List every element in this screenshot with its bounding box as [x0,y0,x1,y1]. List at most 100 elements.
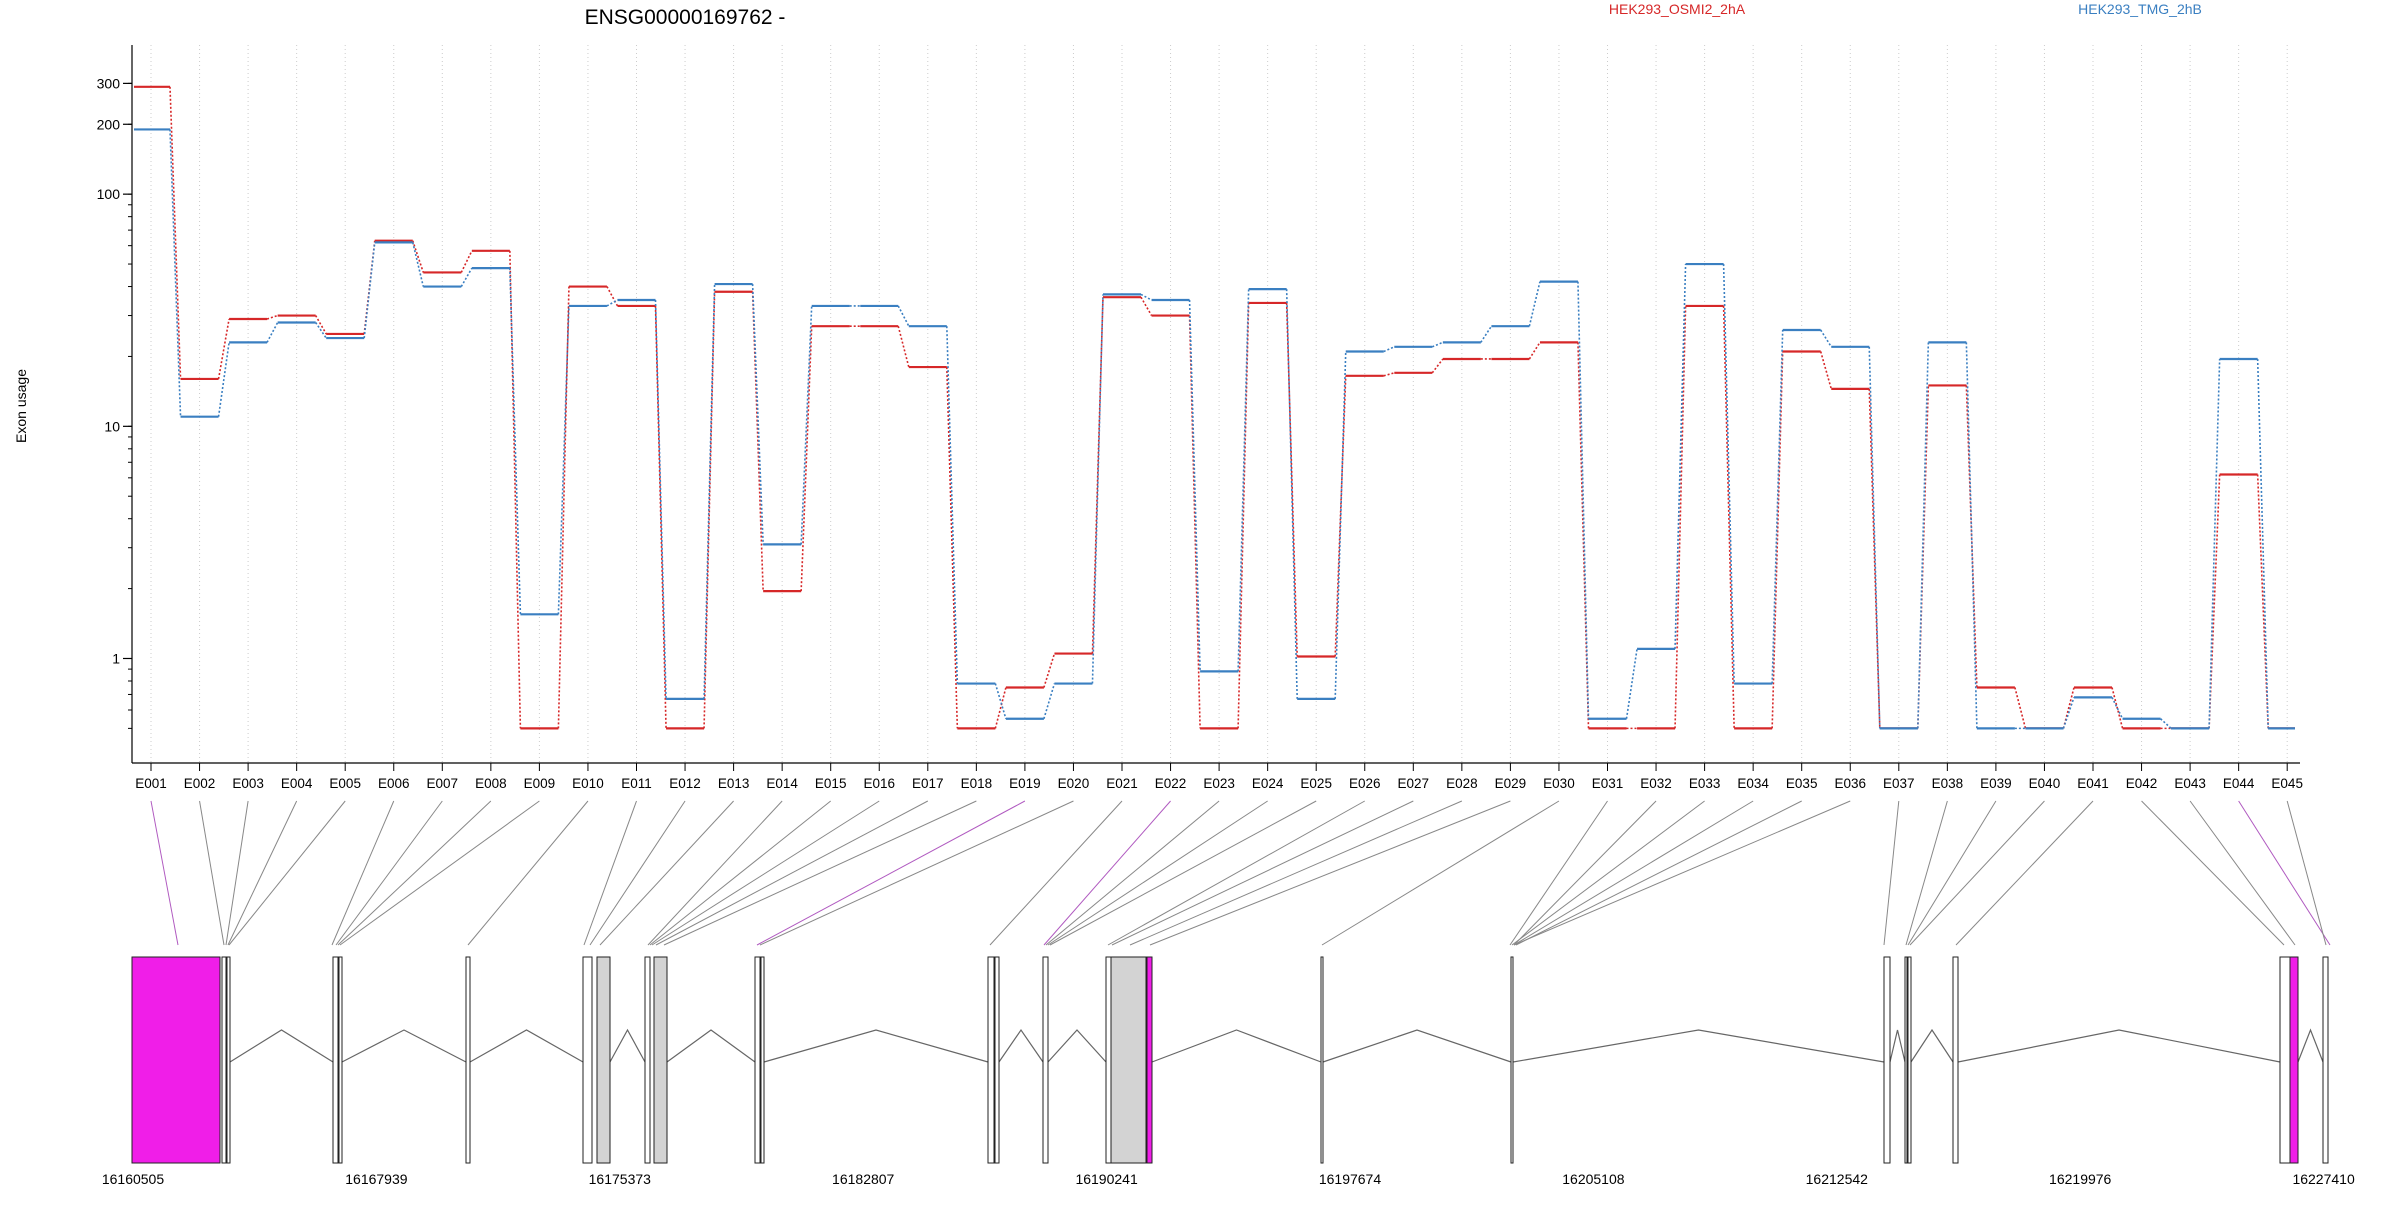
series-connector [1480,325,1493,343]
series-connector [1722,305,1735,729]
legend-series-a: HEK293_OSMI2_2hA [1609,1,1746,17]
series-connector [1771,329,1784,684]
x-tick-label: E002 [184,776,216,791]
x-tick-label: E012 [669,776,701,791]
series-connector [1043,683,1056,719]
exon-connector [1883,800,1900,946]
y-tick-label: 300 [97,75,121,91]
series-connector [2111,687,2124,729]
exon-connector [1047,800,1268,946]
series-connector [1091,297,1104,654]
x-tick-label: E018 [961,776,993,791]
genomic-coordinate-label: 16175373 [589,1171,652,1187]
intron [1957,1029,2281,1063]
exon-connector [2141,800,2285,946]
exon-connector [1043,800,1171,946]
series-connector [557,305,570,615]
series-connector [703,291,716,729]
x-tick-label: E005 [329,776,361,791]
exon-connector [989,800,1123,946]
series-connector [2062,697,2075,729]
exon-box [644,956,651,1164]
x-tick-label: E024 [1252,776,1284,791]
intron [609,1028,646,1063]
exon-connector [1049,800,1317,946]
exon-connector [649,800,832,946]
x-tick-label: E033 [1689,776,1721,791]
x-tick-label: E014 [766,776,798,791]
series-connector [314,315,327,335]
exon-connector [225,800,249,946]
x-tick-label: E044 [2223,776,2255,791]
series-connector [1091,294,1104,684]
series-connector [1528,341,1541,360]
exon-connector [583,800,637,946]
x-tick-label: E019 [1009,776,1041,791]
series-connector [1820,329,1832,348]
exon-connector [228,800,346,946]
x-tick-label: E037 [1883,776,1915,791]
intron [469,1029,584,1063]
exon-box [332,956,339,1164]
genomic-coordinate-label: 16205108 [1562,1171,1625,1187]
y-tick-label: 200 [97,116,121,132]
x-tick-label: E007 [427,776,459,791]
series-connector [460,250,473,273]
x-tick-label: E015 [815,776,847,791]
series-connector [1431,341,1444,348]
exon-box [226,956,231,1164]
series-connector [1334,351,1347,699]
exon-connector [1149,800,1511,946]
x-tick-label: E003 [232,776,264,791]
series-connector [1334,375,1347,657]
series-connector [1237,302,1250,729]
exon-connector [1509,800,1608,946]
exon-connector [2238,800,2331,946]
exon-box [1320,956,1324,1164]
exon-box [1907,956,1912,1164]
exon-box [987,956,995,1164]
intron [341,1029,467,1063]
series-connector [1674,264,1687,649]
genomic-coordinate-label: 16190241 [1075,1171,1138,1187]
series-connector [1528,281,1541,327]
series-connector [946,326,959,684]
exon-connector [227,800,298,946]
intron [1512,1029,1885,1063]
series-connector [509,250,522,729]
x-tick-label: E042 [2126,776,2158,791]
exon-connector [1905,800,1948,946]
exon-box [760,956,765,1164]
series-connector [363,240,376,335]
x-tick-label: E026 [1349,776,1381,791]
series-connector [751,284,764,545]
series-connector [411,242,425,287]
intron [1889,1029,1906,1063]
x-tick-label: E013 [718,776,750,791]
x-tick-label: E034 [1737,776,1769,791]
x-tick-label: E020 [1058,776,1090,791]
series-connector [800,305,813,545]
series-connector [2208,474,2221,729]
exon-box [1110,956,1147,1164]
series-connector [703,284,716,699]
exon-connector [1111,800,1414,946]
genomic-coordinate-label: 16160505 [102,1171,165,1187]
series-connector [1625,648,1638,719]
genomic-coordinate-label: 16219976 [2049,1171,2112,1187]
series-connector [2208,358,2221,729]
intron [1047,1029,1107,1063]
intron [2297,1028,2324,1063]
x-tick-label: E039 [1980,776,2012,791]
exon-box [2289,956,2299,1164]
x-tick-label: E032 [1640,776,1672,791]
x-tick-label: E035 [1786,776,1818,791]
x-tick-label: E011 [621,776,652,791]
x-tick-label: E008 [475,776,507,791]
series-connector [1965,342,1978,729]
series-connector [2062,687,2075,729]
genomic-coordinate-label: 16197674 [1319,1171,1382,1187]
x-tick-label: E029 [1495,776,1527,791]
x-tick-label: E001 [135,776,167,791]
series-connector [1285,302,1298,657]
